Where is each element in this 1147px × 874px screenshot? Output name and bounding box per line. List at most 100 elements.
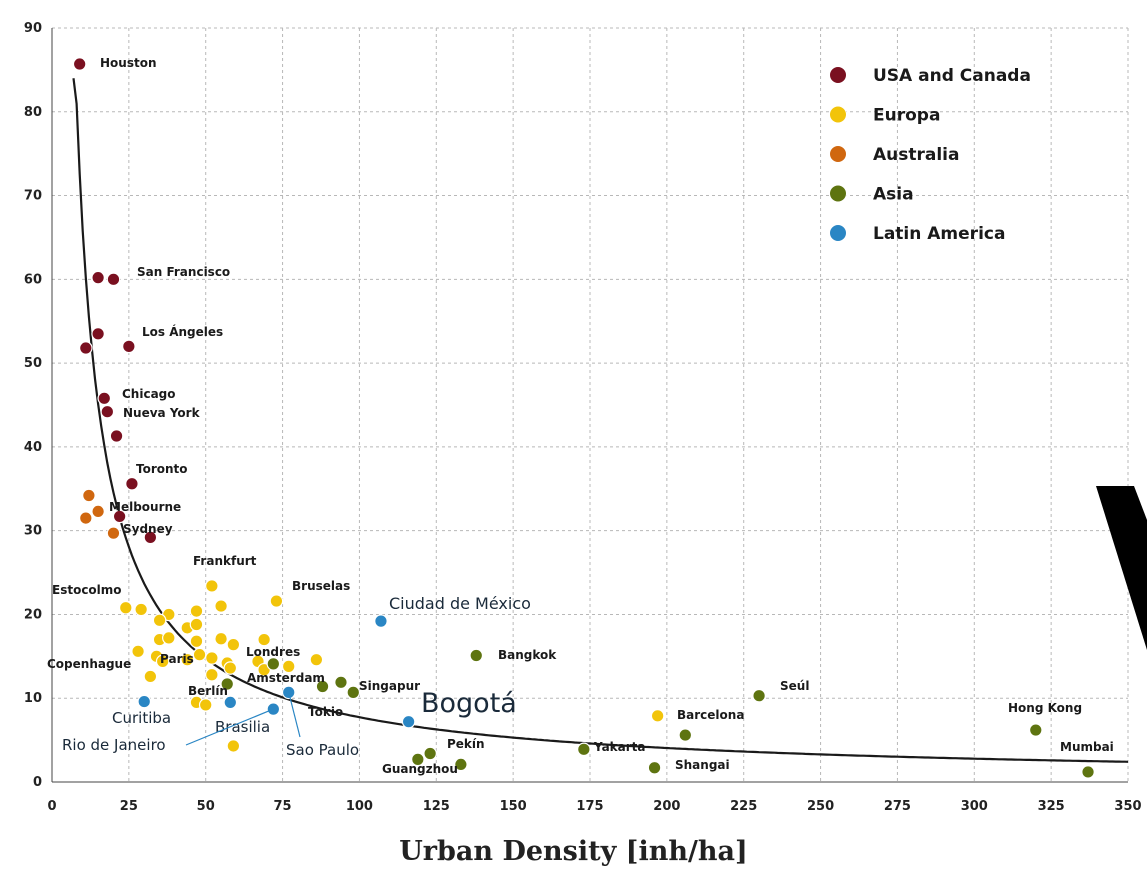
data-point: [192, 647, 207, 662]
legend-marker: [829, 224, 847, 242]
point-label: Barcelona: [677, 708, 744, 722]
data-point: [374, 614, 388, 628]
data-point: [79, 511, 93, 525]
data-point: [125, 476, 139, 491]
data-point: [97, 391, 112, 406]
point-label: Los Ángeles: [142, 324, 223, 339]
data-point: [469, 648, 484, 663]
point-label: Guangzhou: [382, 762, 458, 776]
trend-curve: [72, 78, 1129, 763]
y-tick-label: 90: [24, 21, 42, 36]
point-label: Nueva York: [123, 406, 201, 420]
x-tick-label: 25: [120, 799, 138, 814]
y-tick-label: 80: [24, 105, 42, 120]
data-point: [269, 594, 284, 608]
legend-marker: [829, 145, 847, 163]
data-point: [214, 599, 228, 613]
y-tick-label: 70: [24, 189, 42, 204]
data-point: [122, 339, 136, 354]
x-tick-label: 200: [653, 799, 680, 814]
point-label: Houston: [100, 56, 157, 70]
point-label: Estocolmo: [52, 583, 122, 597]
legend-label: Australia: [873, 145, 960, 165]
x-axis-label: Urban Density [inh/ha]: [399, 836, 748, 867]
data-point: [180, 652, 195, 667]
data-point: [198, 698, 213, 712]
data-point: [454, 757, 468, 772]
y-tick-label: 50: [24, 356, 42, 371]
data-point: [131, 644, 145, 659]
legend-marker: [829, 184, 847, 203]
data-point: [266, 657, 281, 671]
data-point: [650, 709, 665, 723]
tick-labels: 0 25 50 75 100 125 150 175 200 225 250 275 300 325 350…: [24, 21, 1142, 814]
data-point: [100, 404, 115, 419]
decorative-stroke: [1096, 486, 1147, 650]
data-point: [577, 742, 591, 757]
legend-label: Latin America: [873, 224, 1005, 244]
legend-label: Europa: [873, 106, 940, 126]
data-point: [346, 685, 361, 700]
data-point: [281, 685, 296, 700]
data-point: [205, 667, 219, 682]
data-point: [1028, 723, 1043, 737]
x-tick-label: 125: [423, 799, 450, 814]
point-label: Singapur: [359, 679, 420, 693]
legend-marker: [829, 66, 847, 84]
data-point: [162, 631, 176, 645]
data-point: [214, 631, 228, 646]
x-tick-label: 250: [807, 799, 834, 814]
leader-line: [288, 692, 301, 738]
data-point: [647, 760, 662, 775]
point-label: Bangkok: [498, 648, 557, 662]
x-tick-label: 350: [1114, 799, 1141, 814]
y-tick-label: 20: [24, 607, 42, 622]
x-tick-label: 225: [730, 799, 757, 814]
data-point: [678, 728, 693, 742]
point-label: Toronto: [136, 462, 188, 476]
point-label: Berlín: [188, 684, 228, 698]
grid: [52, 27, 1129, 782]
data-point: [106, 272, 121, 287]
data-point: [315, 679, 330, 694]
data-point: [281, 659, 296, 674]
data-point: [109, 429, 124, 443]
point-label: Seúl: [780, 679, 809, 693]
data-point: [220, 677, 235, 691]
data-point: [205, 651, 219, 665]
x-tick-label: 275: [884, 799, 911, 814]
x-tick-label: 50: [197, 799, 215, 814]
data-point: [72, 57, 87, 71]
point-label: Ciudad de México: [389, 594, 531, 613]
data-point: [79, 341, 93, 355]
data-point: [223, 661, 238, 675]
legend-label: Asia: [873, 185, 914, 205]
data-point: [752, 688, 766, 703]
data-point: [137, 694, 152, 709]
data-point: [226, 637, 241, 652]
data-point: [226, 739, 241, 753]
data-point: [112, 509, 127, 524]
data-point: [118, 600, 133, 615]
data-point: [189, 617, 204, 632]
x-tick-label: 300: [961, 799, 988, 814]
point-label: San Francisco: [137, 265, 230, 279]
data-points: [72, 57, 1095, 779]
point-label: Rio de Janeiro: [62, 736, 166, 754]
data-point: [106, 526, 121, 540]
data-point: [257, 632, 271, 647]
axes: [51, 28, 1128, 783]
data-point: [91, 326, 105, 341]
x-tick-label: 75: [274, 799, 292, 814]
point-label: Copenhague: [47, 657, 131, 671]
leader-line: [185, 708, 274, 746]
point-label: Amsterdam: [247, 671, 325, 685]
data-point: [91, 270, 105, 285]
x-tick-label: 175: [576, 799, 603, 814]
legend-marker: [829, 105, 847, 124]
x-tick-label: 150: [500, 799, 527, 814]
y-tick-label: 40: [24, 440, 42, 455]
point-label: Londres: [246, 645, 300, 659]
point-label: Curitiba: [112, 709, 171, 727]
